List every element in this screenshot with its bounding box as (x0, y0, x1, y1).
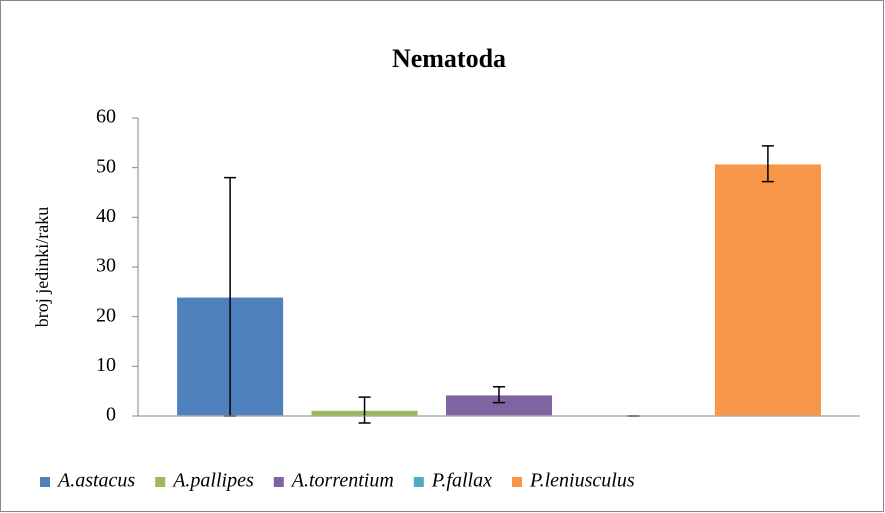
y-tick-label: 20 (96, 304, 116, 326)
legend-label: A.pallipes (171, 470, 254, 492)
y-tick-label: 0 (106, 404, 116, 426)
legend-label: A.torrentium (290, 470, 394, 492)
legend-swatch (155, 477, 166, 487)
y-tick-label: 40 (96, 205, 116, 227)
error-bar (358, 396, 371, 424)
y-axis-label: broj jedinki/raku (32, 207, 52, 327)
y-tick-label: 50 (96, 155, 116, 177)
error-bar (761, 145, 774, 183)
legend-swatch (413, 477, 424, 487)
bar (713, 162, 823, 417)
y-tick-label: 10 (96, 354, 116, 376)
chart-title: Nematoda (392, 44, 506, 73)
legend-label: P.fallax (431, 470, 492, 492)
error-bar (493, 385, 505, 404)
y-tick-label: 30 (96, 255, 116, 277)
legend-label: A.astacus (56, 470, 135, 492)
legend-swatch (40, 477, 50, 487)
legend-label: P.leniusculus (529, 470, 635, 492)
y-tick-label: 60 (96, 106, 116, 128)
legend-swatch (273, 477, 284, 487)
legend-swatch (511, 477, 522, 487)
